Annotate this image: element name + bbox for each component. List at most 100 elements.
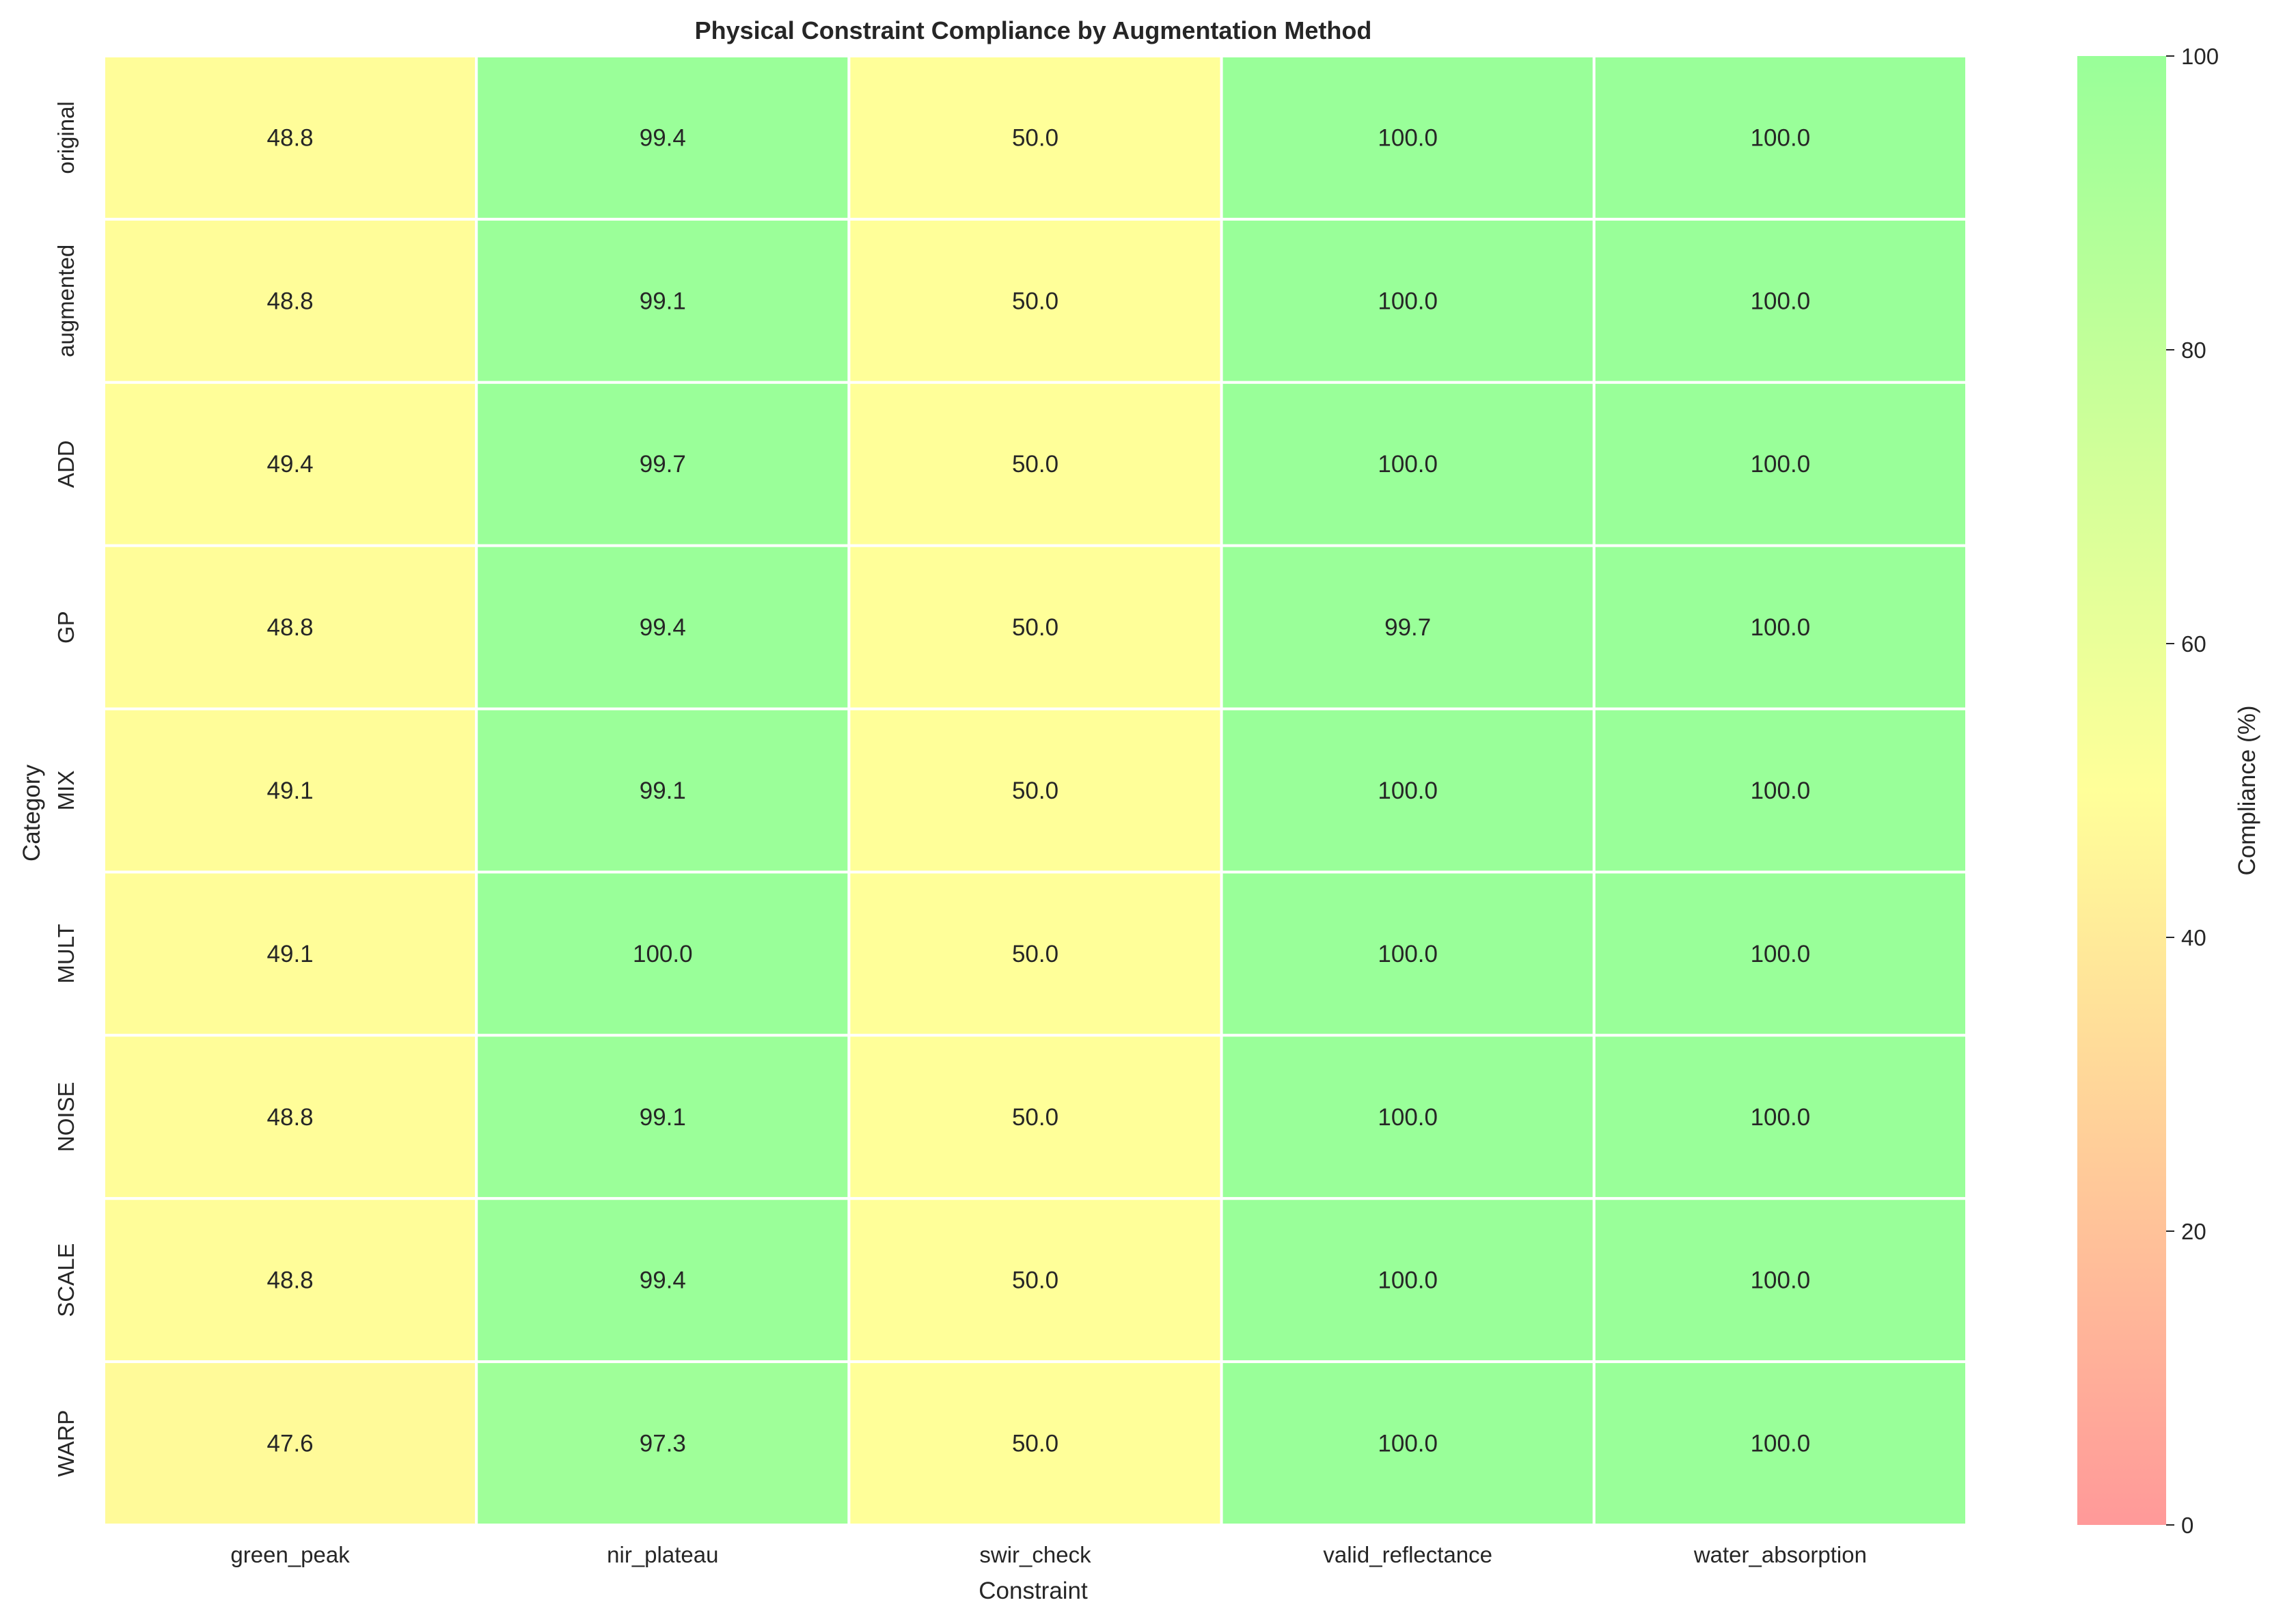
y-axis-label: Category <box>18 764 45 862</box>
colorbar-label: Compliance (%) <box>2234 706 2260 876</box>
cell-value-label: 50.0 <box>1012 288 1058 314</box>
cell-value-label: 49.1 <box>267 941 314 967</box>
cell-value-label: 50.0 <box>1012 124 1058 151</box>
heatmap-cell <box>847 870 1223 1037</box>
cell-value-label: 48.8 <box>267 1267 314 1294</box>
cell-value-label: 100.0 <box>1378 451 1438 478</box>
heatmap-cell <box>847 1360 1223 1526</box>
cell-value-label: 47.6 <box>267 1431 314 1457</box>
heatmap-cell <box>102 707 478 874</box>
heatmap-cell <box>475 707 851 874</box>
cell-value-label: 99.7 <box>1384 614 1431 641</box>
heatmap-cell <box>475 1197 851 1364</box>
x-axis-tick-labels: green_peak nir_plateau swir_check valid_ref… <box>230 1542 1867 1567</box>
cell-value-label: 100.0 <box>1378 777 1438 804</box>
cell-value-label: 50.0 <box>1012 614 1058 641</box>
cell-value-label: 50.0 <box>1012 941 1058 967</box>
colorbar-ticks: 0 20 40 60 80 100 <box>2166 44 2219 1538</box>
cell-value-label: 100.0 <box>1751 288 1811 314</box>
cell-value-label: 100.0 <box>1378 1267 1438 1294</box>
y-axis-tick-labels: original augmented ADD GP MIX MULT NOISE SCALE W… <box>53 101 79 1476</box>
x-tick-label: green_peak <box>230 1542 350 1567</box>
cell-value-label: 48.8 <box>267 1104 314 1131</box>
y-tick-label: ADD <box>53 440 79 488</box>
heatmap-cell <box>1592 55 1969 221</box>
heatmap-cell <box>1220 870 1596 1037</box>
cell-value-label: 99.4 <box>640 1267 686 1294</box>
cell-value-label: 50.0 <box>1012 777 1058 804</box>
cell-value-label: 100.0 <box>1378 941 1438 967</box>
y-tick-label: MULT <box>53 924 79 983</box>
heatmap-cell <box>1220 55 1596 221</box>
cell-value-label: 50.0 <box>1012 1267 1058 1294</box>
heatmap-cell <box>847 381 1223 547</box>
x-tick-label: swir_check <box>979 1542 1091 1567</box>
cell-value-label: 100.0 <box>1751 124 1811 151</box>
x-tick-label: nir_plateau <box>607 1542 718 1567</box>
heatmap-cell <box>847 217 1223 384</box>
colorbar-tick-label: 40 <box>2181 925 2206 950</box>
cell-value-label: 100.0 <box>1378 1104 1438 1131</box>
chart-title: Physical Constraint Compliance by Augmen… <box>695 16 1372 44</box>
colorbar <box>2077 56 2166 1525</box>
cell-value-label: 99.7 <box>640 451 686 478</box>
heatmap-cell <box>1220 381 1596 547</box>
cell-value-label: 99.1 <box>640 777 686 804</box>
cell-value-label: 50.0 <box>1012 451 1058 478</box>
heatmap-cell <box>475 1360 851 1526</box>
heatmap-cell <box>475 55 851 221</box>
heatmap-cell-labels: 48.8 99.4 50.0 100.0 100.0 48.8 99.1 50.0 100.0 1… <box>267 124 1811 1457</box>
heatmap-cell <box>1592 1197 1969 1364</box>
heatmap-cell <box>847 1197 1223 1364</box>
colorbar-tick-label: 0 <box>2181 1513 2193 1538</box>
heatmap-cell <box>475 381 851 547</box>
cell-value-label: 50.0 <box>1012 1104 1058 1131</box>
heatmap-cell <box>1592 217 1969 384</box>
cell-value-label: 48.8 <box>267 614 314 641</box>
heatmap-cell <box>102 1360 478 1526</box>
cell-value-label: 100.0 <box>1751 614 1811 641</box>
cell-value-label: 100.0 <box>1751 1267 1811 1294</box>
heatmap-cell <box>847 707 1223 874</box>
y-tick-label: WARP <box>53 1410 79 1477</box>
colorbar-tick-label: 20 <box>2181 1219 2206 1244</box>
heatmap-cells <box>102 55 1969 1526</box>
heatmap-cell <box>475 544 851 711</box>
heatmap-cell <box>1220 1197 1596 1364</box>
x-tick-label: valid_reflectance <box>1323 1542 1492 1567</box>
cell-value-label: 100.0 <box>1751 1431 1811 1457</box>
heatmap-cell <box>102 217 478 384</box>
cell-value-label: 100.0 <box>1751 1104 1811 1131</box>
cell-value-label: 100.0 <box>1751 451 1811 478</box>
heatmap-cell <box>1220 544 1596 711</box>
cell-value-label: 100.0 <box>633 941 693 967</box>
y-tick-label: original <box>53 101 79 174</box>
cell-value-label: 99.1 <box>640 1104 686 1131</box>
cell-value-label: 50.0 <box>1012 1431 1058 1457</box>
cell-value-label: 49.1 <box>267 777 314 804</box>
heatmap-cell <box>1592 1360 1969 1526</box>
heatmap-cell <box>102 55 478 221</box>
heatmap-cell <box>1592 544 1969 711</box>
cell-value-label: 99.1 <box>640 288 686 314</box>
heatmap-cell <box>1592 707 1969 874</box>
cell-value-label: 97.3 <box>640 1431 686 1457</box>
heatmap-cell <box>102 1034 478 1200</box>
heatmap-cell <box>102 544 478 711</box>
x-tick-label: water_absorption <box>1693 1542 1867 1567</box>
cell-value-label: 100.0 <box>1378 288 1438 314</box>
cell-value-label: 100.0 <box>1751 777 1811 804</box>
y-tick-label: NOISE <box>53 1082 79 1152</box>
heatmap-cell <box>475 870 851 1037</box>
heatmap-cell <box>1592 1034 1969 1200</box>
y-tick-label: SCALE <box>53 1243 79 1317</box>
heatmap-cell <box>847 544 1223 711</box>
cell-value-label: 99.4 <box>640 124 686 151</box>
heatmap-cell <box>1592 870 1969 1037</box>
colorbar-tick-label: 60 <box>2181 631 2206 657</box>
cell-value-label: 48.8 <box>267 124 314 151</box>
cell-value-label: 100.0 <box>1378 124 1438 151</box>
cell-value-label: 48.8 <box>267 288 314 314</box>
y-tick-label: GP <box>53 611 79 644</box>
cell-value-label: 100.0 <box>1751 941 1811 967</box>
